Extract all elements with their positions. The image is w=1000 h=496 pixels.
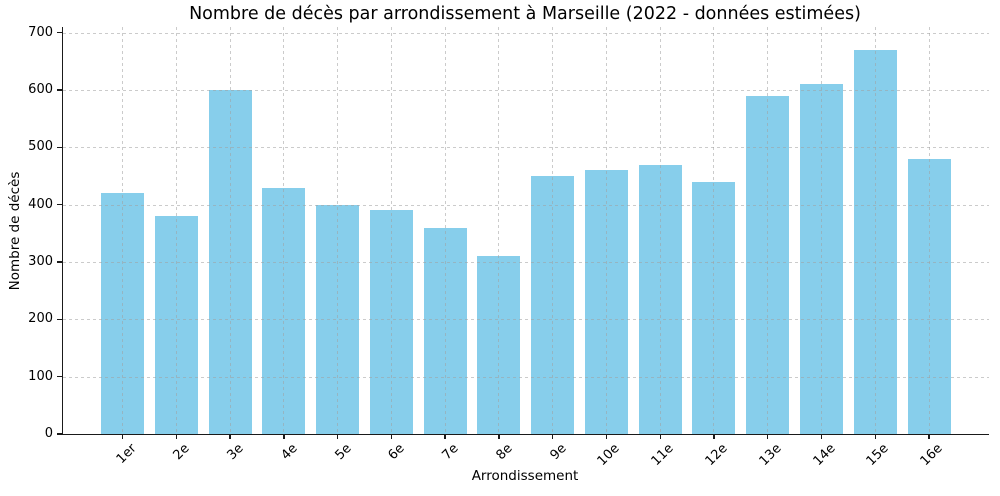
x-tick-mark [551,434,554,439]
bar-13e [746,95,790,434]
y-tick-label: 100 [28,368,53,384]
bar-3e [208,90,252,434]
x-tick-mark [283,434,285,439]
bar-10e [584,170,628,434]
x-tick-mark [175,434,177,439]
y-tick-mark [57,146,62,149]
bar-7e [423,227,467,434]
x-axis-label: Arrondissement [471,468,579,484]
gridline-y-200 [63,319,989,321]
y-axis-label: Nombre de décès [7,171,23,291]
x-tick-mark [928,434,930,439]
y-tick-label: 700 [28,24,53,40]
gridline-y-600 [63,90,989,92]
x-tick-mark [390,434,393,439]
bar-6e [369,210,413,434]
gridline-y-500 [63,147,989,149]
chart-title: Nombre de décès par arrondissement à Mar… [189,4,861,24]
y-tick-mark [57,318,62,321]
x-tick-mark [336,434,339,439]
x-tick-mark [498,434,500,439]
bar-8e [477,256,521,434]
y-tick-mark [57,261,62,263]
x-tick-mark [121,434,124,439]
y-tick-mark [57,375,62,378]
bar-2e [154,216,198,434]
x-tick-mark [605,434,608,439]
plot-area: 0 100 200 300 400 500 600 700 1er 2e 3e 4e 5e 6e 7e 8e 9… [28,25,989,469]
bar-16e [907,158,951,434]
x-tick-mark [767,434,769,439]
bar-12e [692,181,736,434]
bar-14e [800,84,843,434]
x-tick-mark [659,434,661,439]
bar-15e [853,49,897,434]
y-tick-label: 200 [28,311,53,327]
x-tick-mark [444,434,446,439]
bar-1er [101,193,144,434]
gridline-y-700 [63,32,989,34]
y-tick-label: 0 [44,426,53,441]
bar-5e [316,204,360,434]
x-tick-mark [874,434,876,439]
x-tick-mark [713,434,715,439]
y-tick-label: 400 [28,196,53,212]
x-tick-mark [229,434,231,439]
bar-4e [262,187,306,434]
y-tick-label: 500 [28,139,53,155]
y-tick-label: 300 [28,254,53,270]
gridline-y-400 [63,204,989,206]
y-tick-mark [57,89,62,91]
gridline-y-300 [63,262,989,264]
gridline-y-100 [63,376,989,378]
y-tick-label: 600 [28,82,53,98]
bar-9e [531,176,575,434]
y-tick-mark [57,204,62,206]
y-tick-mark [57,433,62,435]
y-tick-mark [57,32,62,34]
bar-11e [638,164,682,434]
x-tick-mark [820,434,823,439]
